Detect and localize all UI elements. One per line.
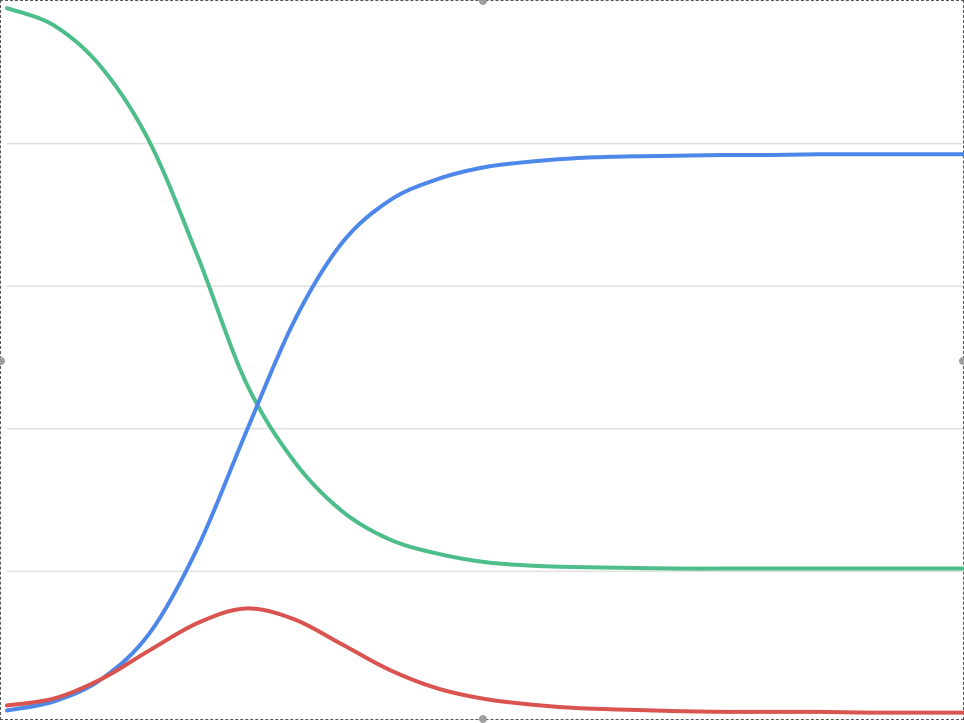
grid-layer: [7, 142, 963, 573]
series-line-red: [5, 606, 964, 715]
resize-handle-left[interactable]: [0, 357, 5, 365]
resize-handle-bottom[interactable]: [479, 715, 487, 723]
series-line-blue: [5, 152, 964, 713]
resize-handle-top[interactable]: [479, 0, 487, 5]
series-line-green: [5, 6, 964, 571]
series-layer: [5, 6, 964, 715]
resize-handle-right[interactable]: [959, 357, 964, 365]
